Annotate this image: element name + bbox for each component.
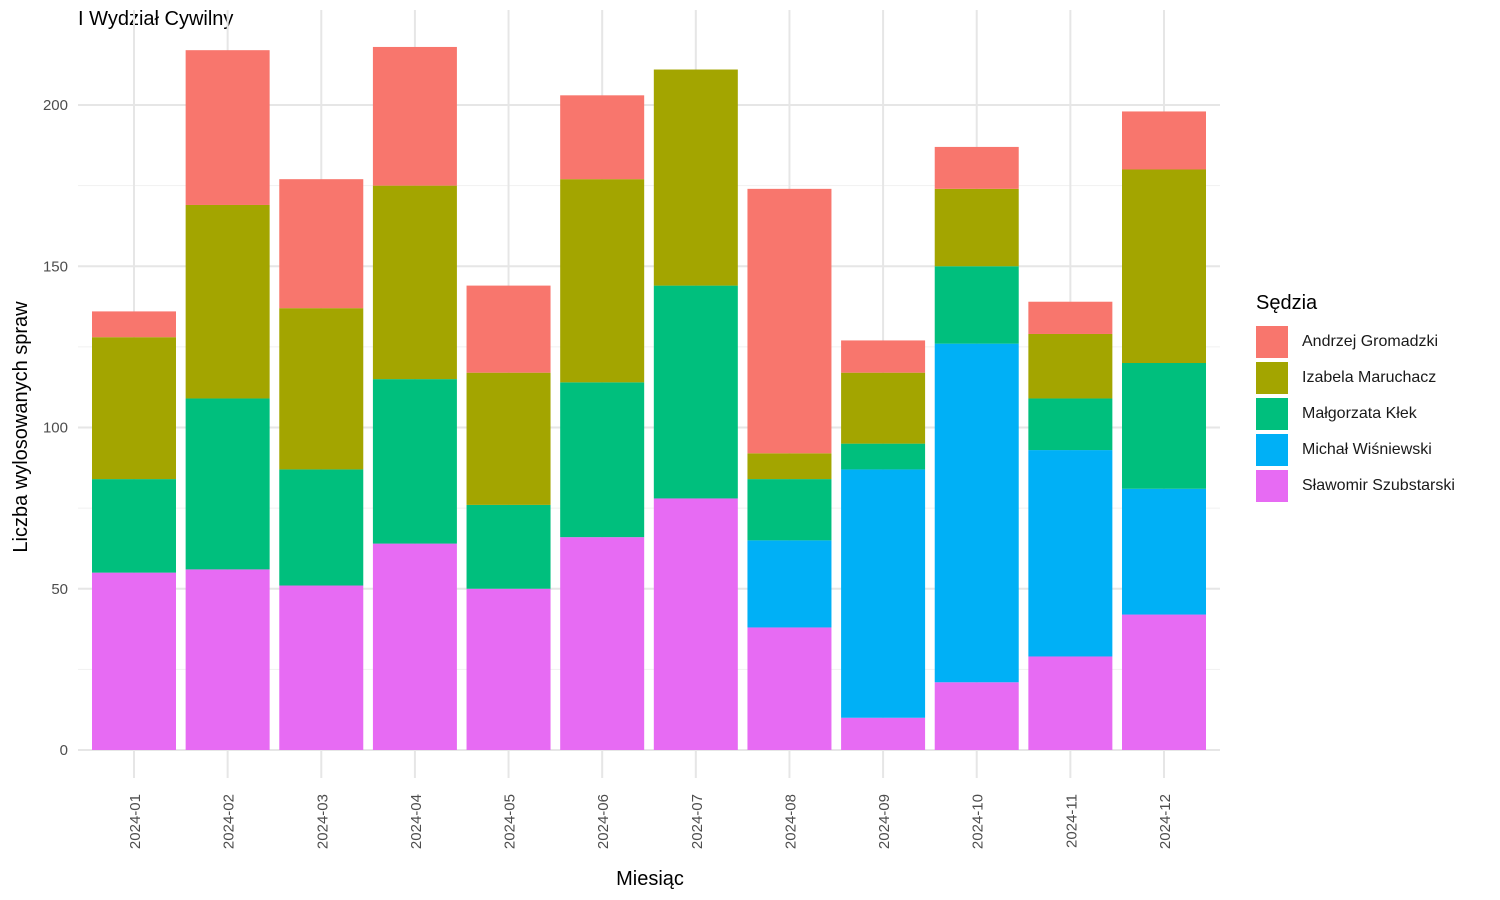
y-axis-ticks: 0 50 100 150 200 xyxy=(43,97,68,759)
bar-segment xyxy=(92,572,176,750)
bar-segment xyxy=(560,95,645,180)
bar-segment xyxy=(934,343,1019,683)
legend-item: Michał Wiśniewski xyxy=(1256,432,1455,468)
x-tick-label: 2024-11 xyxy=(1063,794,1080,848)
legend-label: Małgorzata Kłek xyxy=(1302,405,1417,422)
legend-key xyxy=(1256,470,1288,502)
bar-segment xyxy=(466,285,551,373)
x-tick-label: 2024-12 xyxy=(1157,794,1174,849)
bar-segment xyxy=(1122,488,1206,615)
bar-segment xyxy=(1028,450,1113,657)
bar-segment xyxy=(1122,111,1206,170)
x-tick-label: 2024-06 xyxy=(595,794,612,849)
bar-segment xyxy=(560,382,645,538)
x-tick-label: 2024-07 xyxy=(689,794,706,849)
x-tick-label: 2024-04 xyxy=(408,794,425,849)
bar-segment xyxy=(841,340,926,373)
legend-item: Izabela Maruchacz xyxy=(1256,360,1455,396)
bar-segment xyxy=(747,627,832,750)
legend-label: Michał Wiśniewski xyxy=(1302,441,1432,458)
bar-segment xyxy=(372,379,457,544)
legend-key xyxy=(1256,326,1288,358)
bar-segment xyxy=(560,179,645,383)
bar-segment xyxy=(372,543,457,750)
bar-segment xyxy=(1028,656,1113,750)
legend: Sędzia Andrzej Gromadzki Izabela Maruchac… xyxy=(1256,290,1455,504)
y-tick-label: 50 xyxy=(51,581,68,598)
legend-key xyxy=(1256,398,1288,430)
legend-label: Izabela Maruchacz xyxy=(1302,369,1437,386)
bar-segment xyxy=(185,204,270,399)
legend-label: Andrzej Gromadzki xyxy=(1302,333,1439,350)
bar-segment xyxy=(92,479,176,573)
bar-segment xyxy=(934,188,1019,267)
bar-segment xyxy=(372,46,457,186)
x-tick-label: 2024-05 xyxy=(502,794,519,849)
bar-segment xyxy=(841,717,926,750)
legend-key xyxy=(1256,434,1288,466)
bar-segment xyxy=(841,469,926,718)
bar-segment xyxy=(1122,169,1206,363)
bar-segment xyxy=(1122,363,1206,489)
x-tick-label: 2024-08 xyxy=(782,794,799,849)
y-tick-label: 100 xyxy=(43,420,68,437)
bar-segment xyxy=(92,337,176,480)
y-axis-title: Liczba wylosowanych spraw xyxy=(10,301,32,553)
legend-label: Sławomir Szubstarski xyxy=(1302,477,1455,494)
bar-segment xyxy=(279,585,364,750)
y-tick-label: 0 xyxy=(60,742,68,759)
bar-segment xyxy=(279,308,364,470)
bar-layer xyxy=(92,46,1206,750)
bar-segment xyxy=(653,498,738,750)
bar-segment xyxy=(747,540,832,628)
bar-segment xyxy=(841,372,926,444)
x-axis-title: Miesiąc xyxy=(616,868,684,890)
legend-item: Sławomir Szubstarski xyxy=(1256,468,1455,504)
bar-segment xyxy=(185,50,270,205)
bar-segment xyxy=(560,537,645,750)
bar-segment xyxy=(1028,333,1113,399)
bar-segment xyxy=(279,469,364,586)
bar-segment xyxy=(1028,398,1113,451)
chart-title: I Wydział Cywilny xyxy=(78,8,234,30)
bar-segment xyxy=(372,185,457,380)
x-tick-label: 2024-10 xyxy=(970,794,987,849)
bar-segment xyxy=(747,188,832,454)
x-tick-label: 2024-02 xyxy=(221,794,238,849)
bar-segment xyxy=(653,69,738,286)
bar-segment xyxy=(466,372,551,505)
bar-segment xyxy=(747,453,832,480)
bar-segment xyxy=(279,179,364,309)
x-axis-ticks: 2024-01 2024-02 2024-03 2024-04 2024-05 2024-… xyxy=(127,794,1174,849)
y-tick-label: 200 xyxy=(43,97,68,114)
y-tick-label: 150 xyxy=(43,258,68,275)
legend-items: Andrzej Gromadzki Izabela Maruchacz Małgor… xyxy=(1256,324,1455,504)
legend-item: Małgorzata Kłek xyxy=(1256,396,1455,432)
legend-title: Sędzia xyxy=(1256,292,1318,314)
bar-segment xyxy=(92,311,176,338)
bar-segment xyxy=(934,266,1019,344)
bar-segment xyxy=(653,285,738,499)
bar-segment xyxy=(1122,614,1206,750)
x-tick-label: 2024-09 xyxy=(876,794,893,849)
bar-segment xyxy=(185,569,270,750)
bar-segment xyxy=(747,479,832,541)
bar-segment xyxy=(466,504,551,589)
x-tick-label: 2024-03 xyxy=(314,794,331,849)
bar-segment xyxy=(841,443,926,470)
x-tick-label: 2024-01 xyxy=(127,794,144,849)
legend-item: Andrzej Gromadzki xyxy=(1256,324,1455,360)
bar-segment xyxy=(185,398,270,570)
legend-key xyxy=(1256,362,1288,394)
bar-segment xyxy=(934,146,1019,189)
bar-segment xyxy=(934,682,1019,750)
bar-segment xyxy=(1028,301,1113,334)
bar-segment xyxy=(466,588,551,750)
